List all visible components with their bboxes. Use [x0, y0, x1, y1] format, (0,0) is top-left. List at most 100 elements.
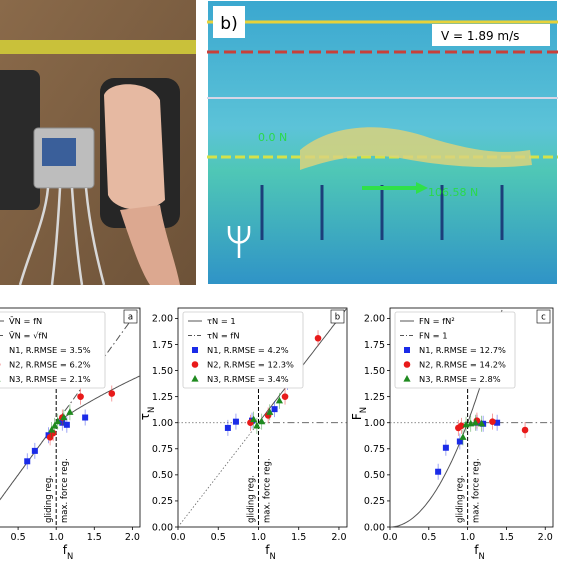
legend-marker-n2	[191, 361, 199, 368]
data-point-n2	[458, 422, 465, 430]
identity-dotted-line	[177, 422, 259, 528]
data-point-n3	[258, 417, 266, 425]
measuring-tape	[0, 40, 196, 54]
data-point-n1	[24, 458, 31, 465]
panel-label: a	[128, 313, 133, 323]
legend-box	[394, 311, 516, 389]
y-tick-label: 1.25	[364, 392, 385, 403]
data-point-n3	[54, 417, 62, 425]
gliding-region-label: gliding reg.	[44, 475, 54, 523]
data-point-n3	[51, 421, 59, 429]
y-tick-label: 1.50	[364, 366, 385, 377]
photo-pool-panel: b) V = 1.89 m/s 0.0 N 106.58 N	[207, 0, 558, 285]
data-point-n3	[275, 396, 283, 404]
data-point-n2	[489, 418, 496, 425]
force-readout: 106.58 N	[428, 186, 478, 199]
y-tick-label: 0.50	[364, 470, 385, 481]
force-arrow-head	[416, 182, 428, 194]
y-tick-label: 2.00	[364, 314, 385, 325]
y-tick-label: 0.25	[152, 496, 173, 507]
chart-panel-b: gliding reg. max. force reg. 0.0 0.5 1.0 1.5 2…	[138, 307, 348, 561]
legend-entry-n2: N2, R.RMSE = 12.3%	[207, 360, 294, 370]
data-point-n1	[63, 421, 70, 428]
legend: FN = fN² FN = 1 N1, R.RMSE = 12.7% N2, R.RM…	[394, 311, 516, 389]
legend-entry-n2: N2, R.RMSE = 14.2%	[419, 360, 506, 370]
chart-panel-a: gliding reg. max. force reg. 0.5 1.0 1.5 2.0 f…	[0, 307, 141, 561]
pool-floor-lines	[260, 185, 504, 240]
y-tick-label: 0.75	[364, 444, 385, 455]
data-point-n3	[48, 426, 56, 433]
data-point-n3	[253, 421, 261, 429]
y-axis-label: FN	[350, 407, 368, 420]
line-identity	[0, 422, 57, 501]
x-ticks: 0.5 1.0 1.5 2.0	[11, 527, 140, 543]
legend-entry-n3: N3, R.RMSE = 3.4%	[207, 374, 289, 384]
x-ticks: 0.0 0.5 1.0 1.5 2.0	[170, 527, 347, 543]
legend-entry-n3: N3, R.RMSE = 2.8%	[419, 374, 501, 384]
legend-entry-eq1: V̄N = fN	[9, 315, 42, 326]
gliding-region-label: gliding reg.	[246, 475, 256, 523]
data-point-n1	[271, 406, 278, 413]
x-tick-label: 2.0	[125, 532, 140, 543]
y-tick-label: 1.00	[364, 418, 385, 429]
x-tick-label: 1.5	[87, 532, 102, 543]
x-tick-label: 2.0	[331, 532, 346, 543]
data-point-n1	[224, 424, 231, 431]
legend: τN = 1 τN = fN N1, R.RMSE = 4.2% N2, R.RMSE…	[182, 311, 304, 389]
y-tick-label: 1.75	[152, 340, 173, 351]
y-tick-label: 1.75	[364, 340, 385, 351]
y-ticks: 0.00 0.25 0.50 0.75 1.00 1.25 1.50 1.75 2.00	[364, 314, 390, 533]
panel-label-box	[330, 309, 345, 324]
legend-marker-n3	[0, 380, 1, 382]
data-point-n2	[521, 426, 529, 434]
y-tick-label: 2.00	[152, 314, 173, 325]
data-point-n1	[31, 447, 38, 454]
x-tick-label: 1.0	[49, 532, 64, 543]
x-tick-label: 0.5	[211, 532, 226, 543]
data-point-n1	[494, 419, 501, 426]
data-point-n2	[77, 393, 84, 400]
y-ticks: 0.00 0.25 0.50 0.75 1.00 1.25 1.50 1.75 2.00	[152, 314, 178, 533]
legend-entry-n3: N3, R.RMSE = 2.1%	[9, 374, 91, 384]
y-tick-label: 0.75	[152, 444, 173, 455]
swimmer	[300, 127, 532, 170]
legend-marker-n2	[403, 361, 411, 368]
force-zero-readout: 0.0 N	[258, 131, 287, 144]
data-point-n3	[459, 433, 467, 440]
data-point-n2	[314, 334, 322, 342]
x-axis-label: fN	[265, 543, 276, 561]
x-axis-label: fN	[63, 543, 74, 561]
legend-box	[182, 311, 304, 389]
y-axis-label: τN	[138, 407, 156, 421]
panel-label: c	[541, 313, 546, 323]
sensor-cables	[18, 187, 106, 285]
curve-f-squared	[390, 422, 469, 528]
x-tick-label: 0.5	[421, 532, 436, 543]
x-tick-label: 2.0	[538, 532, 553, 543]
data-point-n3	[60, 413, 68, 421]
x-tick-label: 0.0	[382, 532, 397, 543]
data-point-n1	[442, 444, 449, 451]
y-tick-label: 1.00	[152, 418, 173, 429]
photo-device-panel	[0, 0, 196, 285]
panel-b-label: b)	[220, 14, 237, 34]
legend-entry-n1: N1, R.RMSE = 12.7%	[419, 345, 506, 355]
gliding-region-label: gliding reg.	[456, 475, 466, 523]
x-tick-label: 1.5	[291, 532, 306, 543]
lane-ropes	[207, 20, 558, 159]
forearm	[120, 205, 180, 285]
circuit-board	[42, 138, 76, 166]
chart-panel-c: gliding reg. max. force reg. 0.0 0.5 1.0 1.5 2…	[350, 307, 554, 561]
y-tick-label: 0.50	[152, 470, 173, 481]
panel-label-box	[536, 309, 551, 324]
hand	[104, 84, 165, 210]
legend: V̄N = fN V̄N = √fN N1, R.RMSE = 3.5% N2, R.…	[0, 311, 106, 389]
legend-entry-n1: N1, R.RMSE = 4.2%	[207, 345, 289, 355]
line-identity-dashdot	[55, 307, 141, 423]
data-point-n1	[456, 438, 463, 445]
data-point-n3	[477, 419, 486, 427]
legend-entry-eq2: FN = 1	[419, 331, 447, 341]
panel-label-box	[123, 309, 138, 324]
panel-label: b	[335, 313, 340, 323]
